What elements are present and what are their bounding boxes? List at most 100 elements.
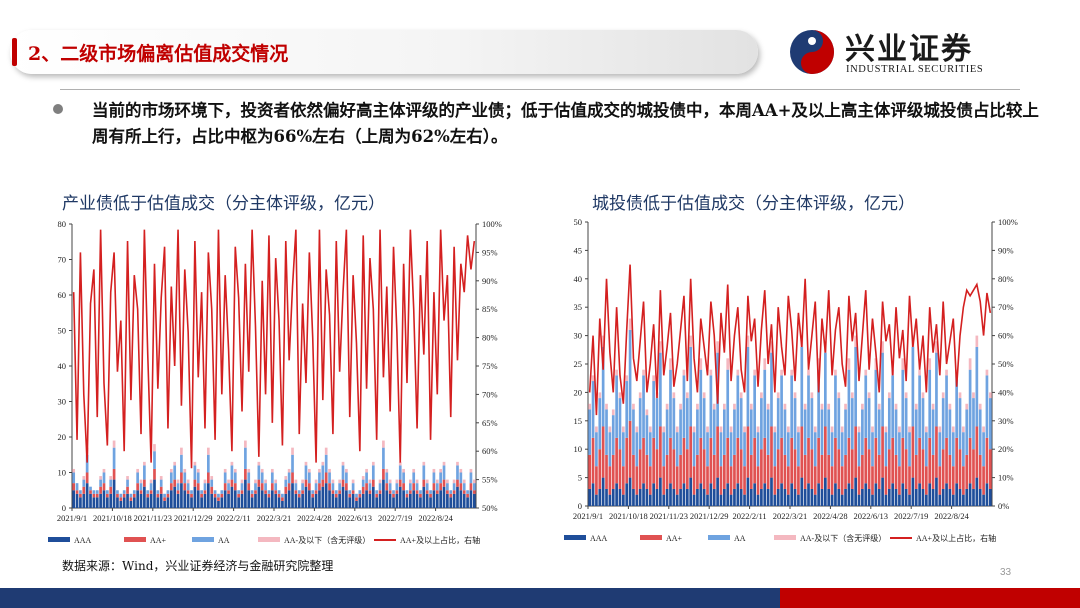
right-y-tick-label: 5 [578, 473, 582, 483]
left-bar [311, 490, 315, 494]
left-bar [385, 490, 389, 508]
left-bar [260, 490, 264, 508]
left-bar [122, 497, 126, 508]
right-bar [712, 488, 716, 506]
right-bar [719, 426, 723, 433]
right-bar [921, 488, 925, 506]
left-bar [163, 500, 166, 508]
left-bar [116, 497, 119, 508]
title-accent-bar [12, 38, 17, 66]
left-bar [429, 490, 432, 494]
right-bar [622, 494, 625, 506]
right-bar [635, 426, 639, 433]
left-bar [409, 479, 412, 484]
right-bar [675, 466, 679, 495]
left-bar [469, 472, 473, 484]
left-bar [449, 490, 453, 494]
left-bar [446, 479, 449, 484]
right-bar [830, 494, 834, 506]
right-bar [763, 437, 767, 484]
right-bar [941, 449, 945, 489]
left-bar [159, 486, 163, 494]
left-bar [304, 486, 308, 508]
left-bar [371, 461, 375, 466]
left-bar [459, 490, 463, 508]
left-bar [311, 497, 315, 508]
right-bar [797, 466, 800, 495]
left-bar [163, 493, 166, 498]
left-bar [297, 490, 301, 494]
left-bar [365, 468, 368, 473]
right-bar [662, 466, 666, 495]
left-bar [200, 490, 203, 494]
left-bar [203, 479, 207, 484]
bullet-icon [53, 104, 63, 114]
right-bar [773, 432, 777, 467]
left-bar [274, 493, 278, 508]
right-bar [935, 352, 938, 427]
right-bar [628, 420, 632, 478]
right-bar [598, 488, 602, 506]
right-bar [891, 483, 895, 506]
left-bar [230, 479, 234, 487]
right-y2-tick-label: 20% [998, 444, 1014, 454]
left-bar [79, 490, 82, 494]
right-bar [793, 488, 797, 506]
left-bar [99, 493, 102, 508]
right-bar [931, 454, 935, 489]
right-bar [719, 466, 723, 495]
right-bar [931, 409, 935, 455]
right-bar [625, 483, 629, 506]
left-bar [85, 454, 89, 473]
right-bar [813, 432, 817, 467]
right-bar [622, 466, 625, 495]
left-bar [371, 486, 375, 508]
left-bar [227, 490, 230, 494]
right-bar [635, 466, 639, 495]
left-bar [257, 479, 261, 487]
left-bar [149, 479, 153, 484]
right-bar [985, 437, 989, 484]
left-bar [439, 483, 442, 491]
right-bar [854, 346, 857, 427]
right-bar [706, 432, 709, 467]
right-bar [948, 403, 952, 410]
slide-title: 2、二级市场偏离估值成交情况 [28, 43, 289, 65]
right-y2-tick-label: 0% [998, 501, 1009, 511]
right-bar [659, 341, 662, 353]
left-chart: 0 10 20 30 40 50 60 70 80 50% 55% 60% 65% 70% 75% 80% 85… [48, 219, 502, 545]
right-bar [719, 432, 723, 467]
right-bar [611, 415, 615, 455]
left-bar [358, 497, 362, 508]
left-bar [358, 490, 362, 494]
left-bar [169, 483, 173, 491]
left-bar [284, 476, 288, 480]
left-bar [183, 472, 187, 484]
left-bar [126, 493, 129, 508]
right-bar [702, 398, 706, 450]
left-bar [459, 468, 463, 473]
right-bar [948, 488, 952, 506]
left-bar [186, 493, 190, 508]
left-chart-title: 产业债低于估值成交（分主体评级，亿元） [62, 194, 385, 214]
left-bar [122, 490, 126, 494]
left-bar [472, 483, 476, 491]
footer-bar [0, 588, 1080, 608]
left-bar [304, 465, 308, 480]
right-bar [662, 494, 666, 506]
left-bar [112, 479, 116, 508]
left-bar [210, 486, 214, 494]
right-bar [945, 375, 948, 438]
right-bar [901, 358, 905, 370]
left-bar [331, 479, 335, 484]
left-bar [153, 451, 156, 469]
right-bar [648, 494, 652, 506]
right-bar [780, 483, 783, 506]
right-x-tick-label: 2022/2/11 [733, 511, 767, 521]
right-bar [598, 449, 602, 489]
right-x-tick-label: 2022/4/28 [813, 511, 847, 521]
right-bar [914, 409, 918, 455]
left-bar [132, 490, 136, 494]
right-bar [682, 375, 686, 438]
left-x-tick-label: 2022/8/24 [418, 513, 453, 523]
